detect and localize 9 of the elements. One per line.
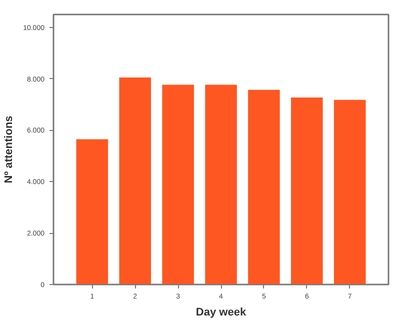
bar — [291, 98, 323, 284]
bar — [248, 90, 280, 284]
y-axis-title: Nº attentions — [3, 116, 16, 184]
bar — [119, 78, 151, 284]
x-axis-title: Day week — [196, 306, 247, 318]
bar — [334, 100, 366, 284]
bar — [76, 139, 108, 284]
bar — [162, 84, 194, 284]
bar — [205, 84, 237, 284]
